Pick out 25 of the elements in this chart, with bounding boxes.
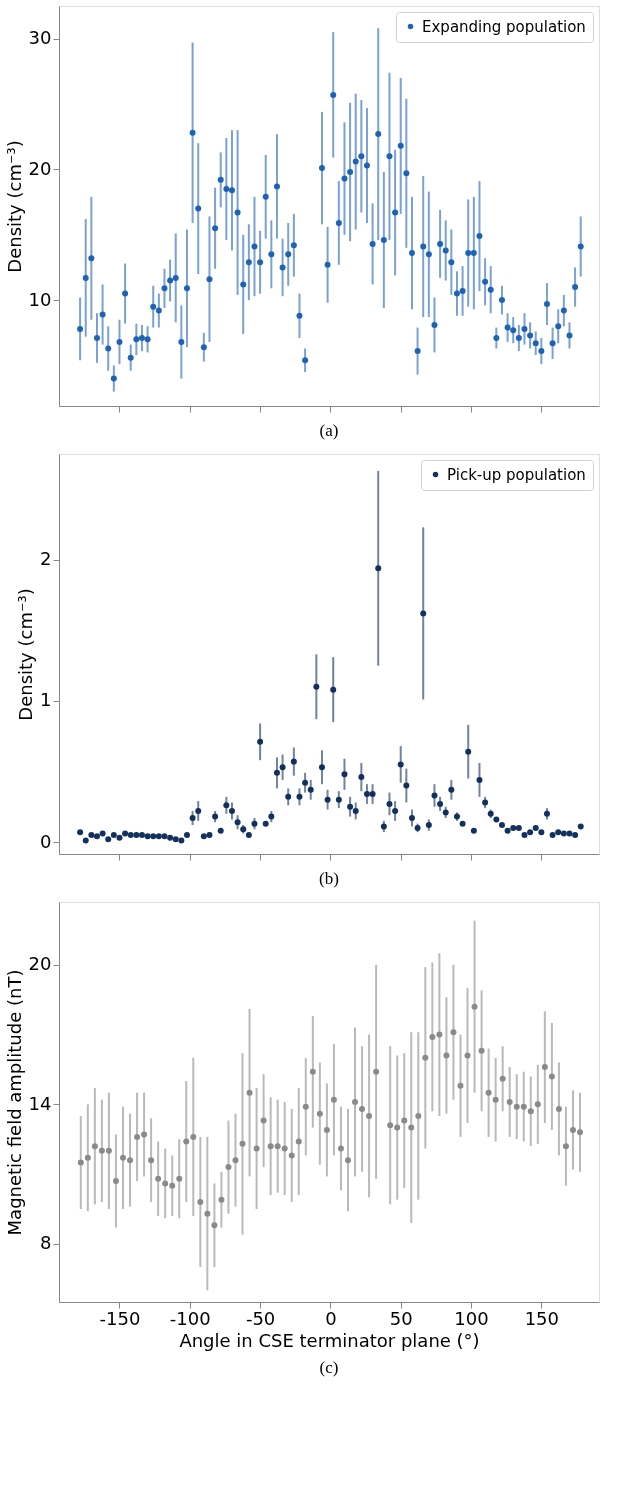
y-tick-label: 14 [28, 1092, 52, 1114]
y-tick-label: 20 [28, 157, 52, 179]
x-tick-label: 100 [454, 1307, 489, 1329]
y-tick-label: 10 [28, 288, 52, 310]
x-tick-label: 0 [325, 1307, 337, 1329]
text: Pick-up population [447, 465, 586, 484]
x-tick-label: 50 [389, 1307, 413, 1329]
text: (c) [319, 1358, 339, 1377]
x-axis-title: Angle in CSE terminator plane (°) [179, 1329, 480, 1351]
y-tick-label: 8 [40, 1232, 52, 1254]
text: Expanding population [422, 17, 586, 36]
x-tick-label: -100 [169, 1307, 211, 1329]
y-axis-title: Density (cm⁻³) [15, 588, 37, 721]
y-tick-label: 2 [40, 548, 52, 570]
x-tick-label: -150 [99, 1307, 141, 1329]
text: (a) [319, 420, 339, 440]
x-tick-label: -50 [245, 1307, 276, 1329]
text: (b) [319, 868, 339, 888]
y-tick-label: 30 [28, 27, 52, 49]
y-axis-title: Density (cm⁻³) [3, 140, 25, 273]
y-tick-label: 0 [40, 830, 52, 852]
y-tick-label: 20 [28, 953, 52, 975]
y-axis-title: Magnetic field amplitude (nT) [3, 969, 25, 1236]
x-tick-label: 150 [524, 1307, 560, 1329]
y-tick-label: 1 [40, 689, 52, 711]
